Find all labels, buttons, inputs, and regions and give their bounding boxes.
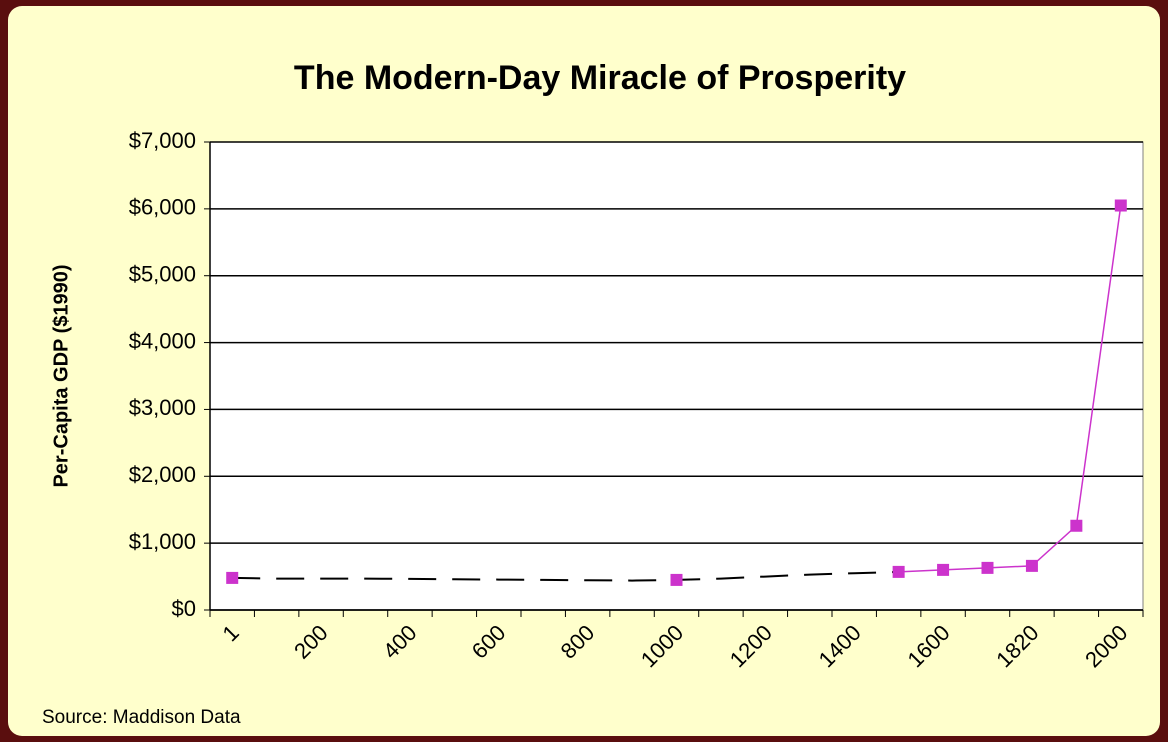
y-axis-title: Per-Capita GDP ($1990) bbox=[50, 264, 72, 487]
series-line bbox=[232, 570, 899, 582]
series-line bbox=[898, 205, 1122, 573]
data-point bbox=[892, 565, 905, 578]
source-note: Source: Maddison Data bbox=[42, 707, 241, 728]
y-tick-label: $6,000 bbox=[129, 195, 196, 220]
y-tick-label: $0 bbox=[172, 596, 196, 621]
data-point bbox=[670, 573, 683, 586]
data-point bbox=[1114, 199, 1127, 212]
data-point bbox=[1025, 559, 1038, 572]
y-tick-label: $5,000 bbox=[129, 262, 196, 287]
y-tick-label: $4,000 bbox=[129, 328, 196, 353]
data-point bbox=[981, 561, 994, 574]
y-tick-label: $1,000 bbox=[129, 529, 196, 554]
y-tick-label: $3,000 bbox=[129, 395, 196, 420]
y-tick-label: $2,000 bbox=[129, 462, 196, 487]
data-point bbox=[226, 571, 239, 584]
chart-title: The Modern-Day Miracle of Prosperity bbox=[294, 59, 906, 97]
data-point bbox=[1070, 519, 1083, 532]
data-point bbox=[937, 563, 950, 576]
y-tick-label: $7,000 bbox=[129, 128, 196, 153]
plot-area bbox=[209, 141, 1144, 611]
